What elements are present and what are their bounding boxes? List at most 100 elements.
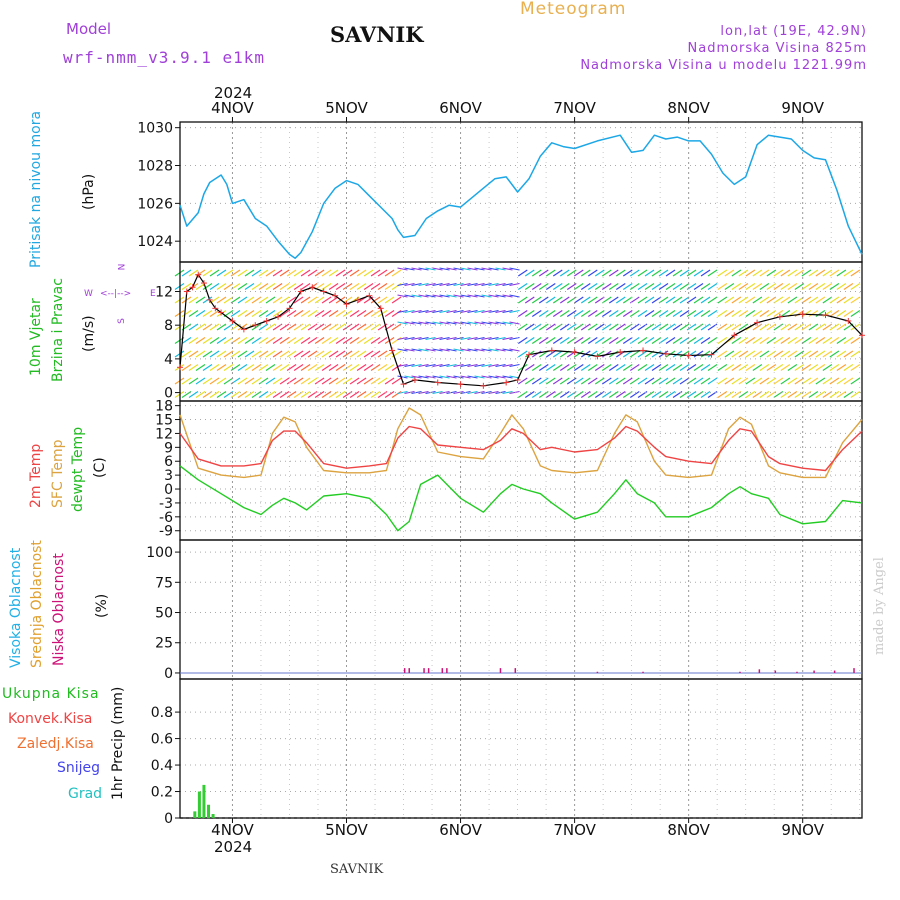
wind-barb xyxy=(665,364,676,371)
wind-barb xyxy=(707,283,718,290)
wind-barb xyxy=(594,323,605,331)
wind-barb xyxy=(474,267,485,271)
wind-barb xyxy=(752,377,763,385)
wind-barb xyxy=(237,269,248,277)
wind-barb xyxy=(573,310,584,317)
wind-barb xyxy=(815,337,826,344)
wind-barb xyxy=(404,267,415,271)
y-tick-label: 1028 xyxy=(137,159,173,175)
wind-barb xyxy=(202,269,213,277)
wind-barb xyxy=(794,323,805,331)
wind-barb xyxy=(481,390,492,395)
wind-barb xyxy=(467,336,478,341)
wind-barb xyxy=(411,294,422,298)
wind-barb xyxy=(363,377,374,385)
wind-barb xyxy=(223,350,234,358)
wind-barb xyxy=(580,337,591,344)
wind-barb xyxy=(363,283,374,290)
wind-barb xyxy=(209,323,220,331)
wind-barb xyxy=(446,336,457,341)
wind-barb xyxy=(300,350,311,358)
compass-rose: N W E S <--|--> xyxy=(82,262,162,324)
wind-barb xyxy=(411,309,422,314)
precip-legend-snow: Snijeg xyxy=(57,760,101,776)
wind-barb xyxy=(258,391,269,398)
wind-barb xyxy=(265,350,276,358)
wind-barb xyxy=(717,377,728,385)
wind-barb xyxy=(759,350,770,358)
wind-barb xyxy=(745,310,756,317)
wind-barb xyxy=(272,296,283,304)
wind-barb xyxy=(815,310,826,317)
wind-barb xyxy=(759,337,770,344)
wind-barb xyxy=(615,323,626,331)
wind-barb xyxy=(552,269,563,277)
wind-barb xyxy=(453,294,464,298)
wind-barb xyxy=(545,364,556,371)
wind-barb xyxy=(342,350,353,358)
wind-barb xyxy=(418,309,429,314)
wind-barb xyxy=(738,310,749,317)
wind-barb xyxy=(780,269,791,277)
wind-barb xyxy=(244,337,255,344)
wind-barb xyxy=(223,296,234,304)
wind-barb xyxy=(439,282,450,287)
wind-barb xyxy=(321,269,332,277)
wind-barb xyxy=(377,350,388,358)
wind-barb xyxy=(251,364,262,371)
wind-barb xyxy=(404,390,415,395)
wind-barb xyxy=(481,309,492,314)
wind-barb xyxy=(766,283,777,290)
wind-barb xyxy=(580,377,591,385)
wind-barb xyxy=(286,364,297,371)
wind-barb xyxy=(425,375,436,379)
wind-barb xyxy=(209,269,220,277)
wind-barb xyxy=(356,391,367,398)
wind-barb xyxy=(766,364,777,371)
wind-barb xyxy=(850,350,861,358)
wind-barb xyxy=(432,321,443,325)
wind-barb xyxy=(717,337,728,344)
wind-barb xyxy=(425,363,436,368)
wind-barb xyxy=(700,377,711,385)
wind-barb xyxy=(531,296,542,304)
wind-barb xyxy=(773,296,784,304)
wind-barb xyxy=(439,390,450,395)
y-tick-label: 3 xyxy=(164,468,173,484)
wind-barb xyxy=(693,323,704,331)
wind-barb xyxy=(425,309,436,314)
wind-barb xyxy=(608,310,619,317)
wind-barb xyxy=(279,364,290,371)
wind-barb xyxy=(265,310,276,317)
wind-barb xyxy=(356,377,367,385)
wind-barb xyxy=(780,296,791,304)
wind-barb xyxy=(251,337,262,344)
wind-barb xyxy=(801,350,812,358)
wind-barb xyxy=(524,283,535,290)
precip-bar xyxy=(197,791,201,818)
wind-barb xyxy=(672,337,683,344)
wind-barb xyxy=(474,348,485,352)
panel-1: 1024 1026 1028 1030 xyxy=(137,121,863,263)
wind-barb xyxy=(773,310,784,317)
wind-barb xyxy=(693,283,704,290)
wind-barb xyxy=(651,364,662,371)
wind-barb xyxy=(349,377,360,385)
wind-barb xyxy=(384,296,395,304)
wind-barb xyxy=(693,269,704,277)
wind-barb xyxy=(780,310,791,317)
wind-barb xyxy=(780,377,791,385)
wind-barb xyxy=(731,283,742,290)
wind-barb xyxy=(495,294,506,298)
wind-barb xyxy=(495,375,506,379)
wind-barb xyxy=(460,336,471,341)
wind-barb xyxy=(495,267,506,271)
wind-barb xyxy=(453,363,464,368)
wind-barb xyxy=(300,377,311,385)
wind-barb xyxy=(502,348,513,352)
wind-barb xyxy=(679,337,690,344)
wind-barb xyxy=(195,350,206,358)
wind-barb xyxy=(717,364,728,371)
wind-barb xyxy=(286,350,297,358)
wind-barb xyxy=(258,310,269,317)
